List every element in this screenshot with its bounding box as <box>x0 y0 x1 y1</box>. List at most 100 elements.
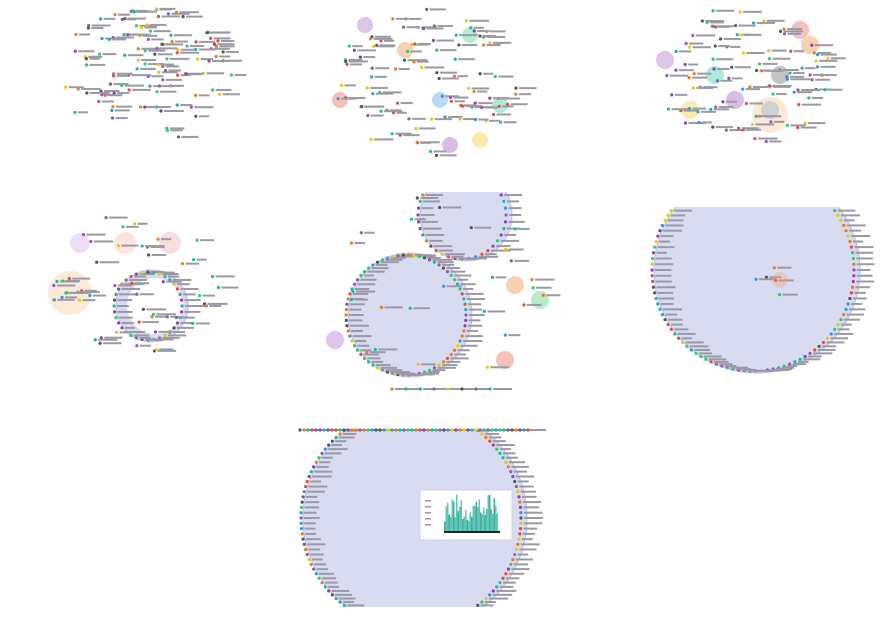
node <box>518 428 522 432</box>
node <box>327 443 331 447</box>
cluster-blob <box>332 92 348 108</box>
node <box>511 557 515 562</box>
node <box>472 89 476 94</box>
node-label <box>705 19 724 22</box>
node <box>735 33 739 37</box>
node-label <box>813 352 833 355</box>
node-label <box>139 344 151 347</box>
node <box>462 428 466 432</box>
node <box>718 37 723 41</box>
node <box>97 99 101 104</box>
node <box>691 33 695 38</box>
node <box>299 511 303 515</box>
node-label <box>357 283 376 286</box>
node <box>382 428 386 432</box>
node-label <box>139 293 154 296</box>
node-label <box>857 269 871 271</box>
node-label <box>787 365 798 368</box>
node-label <box>801 103 822 106</box>
node <box>796 125 800 130</box>
node-label <box>506 577 520 580</box>
node <box>84 57 89 61</box>
node <box>175 103 179 107</box>
node <box>211 88 215 92</box>
node <box>506 465 510 469</box>
node <box>65 291 69 295</box>
node-label <box>766 19 785 22</box>
node-label <box>677 332 696 335</box>
node <box>342 603 346 608</box>
node-label <box>117 284 133 287</box>
node <box>344 59 348 64</box>
node-label <box>217 43 235 46</box>
node-label <box>822 345 837 348</box>
node-label <box>354 298 368 301</box>
node <box>362 356 367 360</box>
node <box>196 57 200 61</box>
node-label <box>716 9 735 12</box>
cluster-blob <box>706 66 724 84</box>
node-label <box>461 43 478 46</box>
node-label <box>115 117 128 120</box>
node <box>185 44 189 48</box>
node <box>417 254 421 259</box>
node <box>676 336 681 340</box>
node-label <box>669 74 689 77</box>
node-label <box>421 207 434 210</box>
node-label <box>501 97 520 100</box>
node <box>300 500 304 504</box>
node <box>472 29 476 33</box>
node-label <box>157 53 173 56</box>
node-label <box>196 258 207 261</box>
node-label <box>478 118 489 121</box>
node <box>665 74 669 78</box>
node-label <box>756 21 776 24</box>
node <box>792 90 796 94</box>
node-label <box>347 604 365 607</box>
node-label <box>375 364 391 367</box>
node-label <box>215 88 232 91</box>
node-label <box>82 299 96 302</box>
node <box>172 326 176 330</box>
node <box>145 23 149 27</box>
node-label <box>194 106 214 109</box>
node-label <box>454 274 472 277</box>
node <box>727 76 731 81</box>
node <box>516 542 520 546</box>
node <box>366 428 370 432</box>
node-label <box>314 470 333 473</box>
node <box>349 298 354 302</box>
node <box>152 270 156 275</box>
node <box>136 58 140 62</box>
node-label <box>843 318 861 321</box>
node <box>474 428 478 432</box>
node <box>504 460 508 464</box>
node-label <box>460 344 478 347</box>
node <box>514 547 519 552</box>
node-label <box>655 257 672 260</box>
node <box>848 296 852 301</box>
nodes <box>48 7 875 608</box>
node-label <box>162 336 180 339</box>
node <box>378 428 382 432</box>
node <box>738 10 742 14</box>
node <box>488 387 492 391</box>
node <box>491 589 495 593</box>
node-label <box>219 45 235 48</box>
node-label <box>390 256 406 259</box>
node <box>340 83 344 87</box>
node-label <box>129 331 146 334</box>
node <box>415 140 419 144</box>
node-label <box>657 246 675 249</box>
node-label <box>492 593 513 596</box>
node <box>410 428 414 432</box>
node <box>460 387 464 391</box>
node-label <box>465 105 483 108</box>
node-label <box>165 65 180 68</box>
node-label <box>474 226 492 229</box>
node <box>734 23 738 28</box>
node <box>374 428 378 432</box>
node <box>124 278 128 282</box>
node-label <box>504 194 523 197</box>
node-label <box>306 495 318 498</box>
